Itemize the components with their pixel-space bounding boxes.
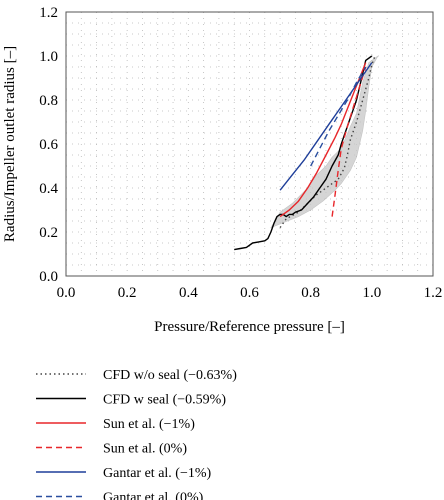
series-line-4 xyxy=(279,62,373,191)
grid xyxy=(66,12,433,276)
y-tick-label: 0.8 xyxy=(39,93,58,109)
series-line-5 xyxy=(310,66,367,167)
y-tick-label: 0.4 xyxy=(39,181,58,197)
x-tick-label: 1.2 xyxy=(424,285,443,301)
x-tick-label: 0.0 xyxy=(57,285,76,301)
x-axis-label: Pressure/Reference pressure [–] xyxy=(154,319,345,335)
series-line-3 xyxy=(331,66,367,217)
envelope-band-area xyxy=(270,55,379,229)
x-tick-label: 1.0 xyxy=(362,285,381,301)
series-line-1 xyxy=(234,55,373,251)
x-tick-label: 0.6 xyxy=(240,285,259,301)
series-line-0 xyxy=(279,55,376,228)
legend-label: Sun et al. (−1%) xyxy=(103,417,195,432)
series-lines xyxy=(234,55,376,251)
series-line-2 xyxy=(279,62,367,218)
x-tick-label: 0.8 xyxy=(301,285,320,301)
legend-label: CFD w seal (−0.59%) xyxy=(103,393,226,408)
y-tick-label: 0.0 xyxy=(39,269,58,285)
x-tick-label: 0.4 xyxy=(179,285,198,301)
y-tick-label: 0.6 xyxy=(39,137,58,153)
legend-label: CFD w/o seal (−0.63%) xyxy=(103,368,237,383)
legend-label: Gantar et al. (−1%) xyxy=(103,466,212,481)
y-tick-label: 1.2 xyxy=(39,5,58,21)
y-tick-label: 0.2 xyxy=(39,225,58,241)
plot-frame xyxy=(65,11,434,277)
y-tick-label: 1.0 xyxy=(39,49,58,65)
legend-label: Sun et al. (0%) xyxy=(103,442,187,457)
tick-labels: 0.0 0.2 0.4 0.6 0.8 1.0 1.2 0.0 0.2 0.4 0.6 0.8 1.0 1… xyxy=(39,5,442,301)
envelope-band xyxy=(270,55,379,229)
legend-label: Gantar et al. (0%) xyxy=(103,491,204,500)
legend: CFD w/o seal (−0.63%) CFD w seal (−0.59%)… xyxy=(36,368,237,500)
y-axis-label: Radius/Impeller outlet radius [–] xyxy=(2,46,18,242)
x-tick-label: 0.2 xyxy=(118,285,137,301)
